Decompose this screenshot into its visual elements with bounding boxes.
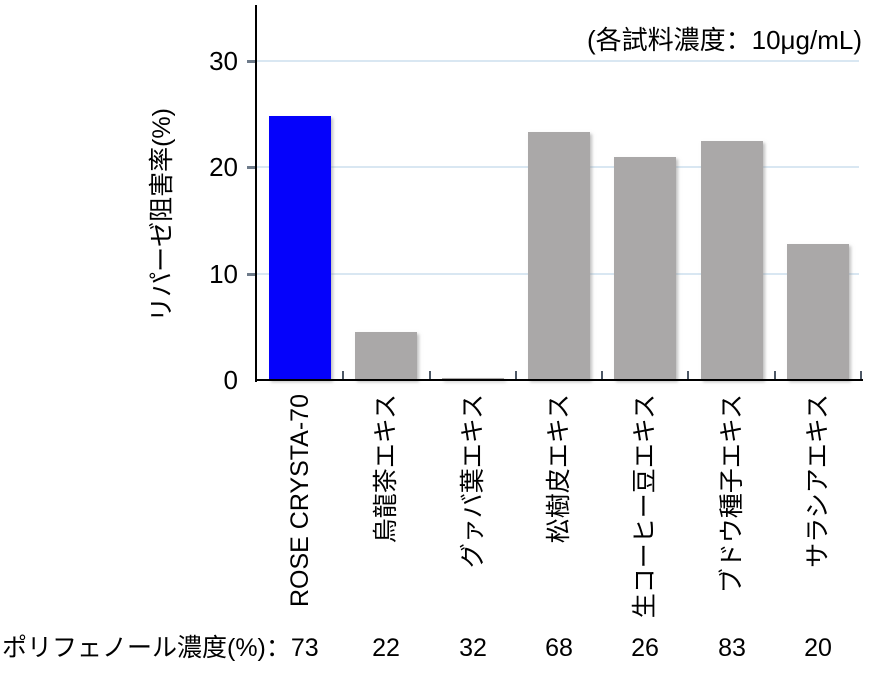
x-tick-mark <box>601 371 603 380</box>
polyphenol-value: 73 <box>290 634 319 662</box>
y-tick-label: 20 <box>209 152 238 183</box>
bar <box>787 244 849 380</box>
x-tick-mark <box>860 371 862 380</box>
category-label-text: ROSE CRYSTA-70 <box>286 394 314 608</box>
bar <box>614 157 676 380</box>
y-axis-line <box>255 5 257 382</box>
category-label-text: ブドウ種子エキス <box>718 394 746 594</box>
y-tick-mark <box>247 166 257 170</box>
y-tick-label: 30 <box>209 46 238 77</box>
category-label-text: 生コーヒー豆エキス <box>631 394 659 619</box>
bar <box>528 132 590 380</box>
polyphenol-row: ポリフェノール濃度(%)：73 <box>2 634 319 662</box>
polyphenol-value: 26 <box>631 634 659 662</box>
x-tick-mark <box>687 371 689 380</box>
polyphenol-value: 68 <box>545 634 573 662</box>
polyphenol-row-label: ポリフェノール濃度(%)： <box>2 634 291 662</box>
y-tick-mark <box>247 272 257 276</box>
x-axis-line <box>255 379 863 381</box>
category-label-text: グァバ葉エキス <box>459 394 487 569</box>
gridline <box>257 60 859 63</box>
polyphenol-value: 83 <box>718 634 746 662</box>
x-tick-mark <box>774 371 776 380</box>
category-label-text: サラシアエキス <box>804 394 832 568</box>
bar <box>269 116 331 380</box>
category-label-text: 松樹皮エキス <box>545 394 573 544</box>
polyphenol-value: 20 <box>804 634 832 662</box>
category-label-text: 烏龍茶エキス <box>372 394 400 544</box>
x-tick-mark <box>429 371 431 380</box>
polyphenol-value: 22 <box>372 634 400 662</box>
y-tick-label: 10 <box>209 258 238 289</box>
bar <box>701 141 763 380</box>
polyphenol-value: 32 <box>459 634 487 662</box>
y-tick-label: 0 <box>223 365 238 395</box>
x-tick-mark <box>515 371 517 380</box>
y-axis-title-text: リパーゼ阻害率(%) <box>148 108 176 322</box>
y-tick-mark <box>247 60 257 64</box>
sample-concentration-annotation: (各試料濃度：10μg/mL) <box>586 25 862 55</box>
x-tick-mark <box>342 371 344 380</box>
bar <box>355 332 417 380</box>
